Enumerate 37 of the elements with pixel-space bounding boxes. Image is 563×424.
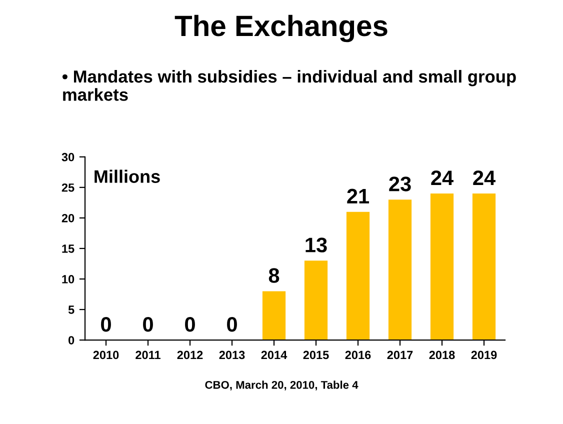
y-tick-label: 20 — [62, 214, 74, 222]
data-label: 21 — [347, 188, 370, 204]
y-tick-label: 15 — [62, 244, 74, 253]
bar — [472, 194, 496, 340]
annotation: Millions — [94, 170, 160, 183]
bar — [262, 291, 286, 340]
x-tick-label: 2010 — [93, 350, 119, 360]
data-label: 0 — [227, 317, 237, 332]
data-label: 8 — [268, 268, 280, 283]
x-tick-label: 2014 — [261, 350, 288, 360]
data-label: 24 — [431, 170, 454, 186]
y-tick-label: 25 — [62, 183, 74, 192]
data-label: 0 — [101, 317, 111, 332]
bar — [430, 194, 454, 340]
data-label: 23 — [389, 176, 411, 192]
data-label: 0 — [185, 317, 195, 332]
text: CBO, March 20, 2010, Table 4 — [205, 380, 358, 390]
y-tick-label: 5 — [68, 306, 74, 314]
x-tick-label: 2019 — [471, 350, 497, 360]
x-tick-label: 2015 — [303, 350, 329, 360]
bar — [304, 260, 328, 340]
x-tick-label: 2016 — [345, 350, 371, 360]
data-label: 13 — [306, 238, 327, 252]
x-tick-label: 2011 — [136, 350, 160, 360]
data-label: 24 — [473, 170, 496, 186]
data-label: 0 — [143, 317, 153, 332]
chart-title: The Exchanges — [174, 14, 388, 42]
x-tick-label: 2012 — [177, 350, 203, 360]
y-tick-label: 0 — [68, 336, 74, 344]
x-tick-label: 2017 — [387, 350, 413, 360]
x-tick-label: 2013 — [219, 350, 245, 360]
x-tick-label: 2018 — [429, 350, 455, 360]
y-tick-label: 30 — [62, 152, 74, 162]
chart-subtitle: • Mandates with subsidies – individual and small group markets — [62, 70, 516, 101]
bar — [388, 200, 412, 340]
bar — [346, 212, 370, 340]
y-tick-label: 10 — [62, 275, 74, 284]
